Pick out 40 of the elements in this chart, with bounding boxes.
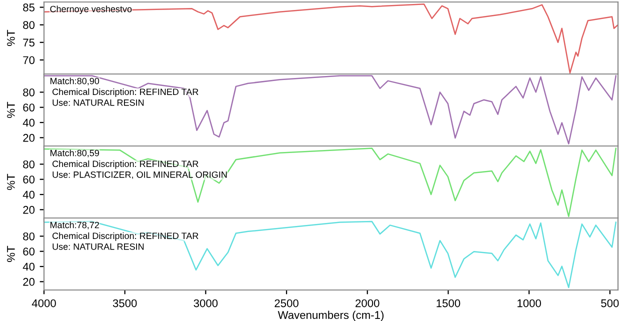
y-tick-label: 80 [23, 21, 35, 29]
x-tick-label: 3000 [194, 299, 218, 308]
annotation: Use: PLASTICIZER, OIL MINERAL ORIGIN [52, 171, 227, 179]
line-series [44, 220, 617, 288]
y-tick-label: 60 [23, 248, 35, 256]
y-tick-label: 75 [23, 38, 35, 47]
annotation: Chemical Discription: REFINED TAR [52, 160, 198, 169]
x-tick-label: 3500 [112, 299, 137, 308]
y-tick-label: 40 [22, 190, 35, 199]
x-tick-label: 2500 [274, 299, 298, 308]
x-tick-label: 1500 [436, 299, 460, 308]
x-tick-label: 1000 [518, 299, 541, 308]
y-tick-label: 40 [22, 118, 35, 127]
y-axis-title: %T [7, 246, 15, 262]
y-axis-title: %T [7, 174, 15, 190]
y-tick-label: 80 [23, 232, 35, 240]
x-axis-title: Wavenumbers (cm-1) [278, 310, 384, 321]
y-tick-label: 85 [23, 4, 35, 12]
annotation: Use: NATURAL RESIN [52, 99, 144, 106]
annotation: Match:80,90 [50, 78, 100, 86]
x-tick-label: 2000 [356, 299, 380, 308]
annotation: Match:78,72 [50, 222, 99, 230]
annotation: Use: NATURAL RESIN [52, 243, 144, 250]
y-tick-label: 60 [23, 176, 35, 184]
y-tick-label: 20 [23, 134, 35, 142]
x-tick-label: 4000 [32, 299, 56, 308]
y-tick-label: 40 [22, 262, 35, 271]
y-tick-label: 70 [23, 56, 35, 64]
y-axis-title: %T [7, 102, 15, 118]
y-tick-label: 80 [23, 88, 35, 96]
annotation: Match:80,59 [50, 150, 99, 158]
y-tick-label: 20 [23, 278, 35, 286]
y-tick-label: 20 [23, 206, 35, 214]
y-tick-label: 80 [23, 160, 35, 168]
y-axis-title: %T [7, 30, 15, 46]
annotation: Chemical Discription: REFINED TAR [52, 88, 198, 97]
annotation: Chernoye veshestvo [50, 6, 132, 14]
x-tick-label: 500 [601, 299, 619, 308]
annotation: Chemical Discription: REFINED TAR [52, 232, 198, 241]
y-tick-label: 60 [23, 104, 35, 112]
